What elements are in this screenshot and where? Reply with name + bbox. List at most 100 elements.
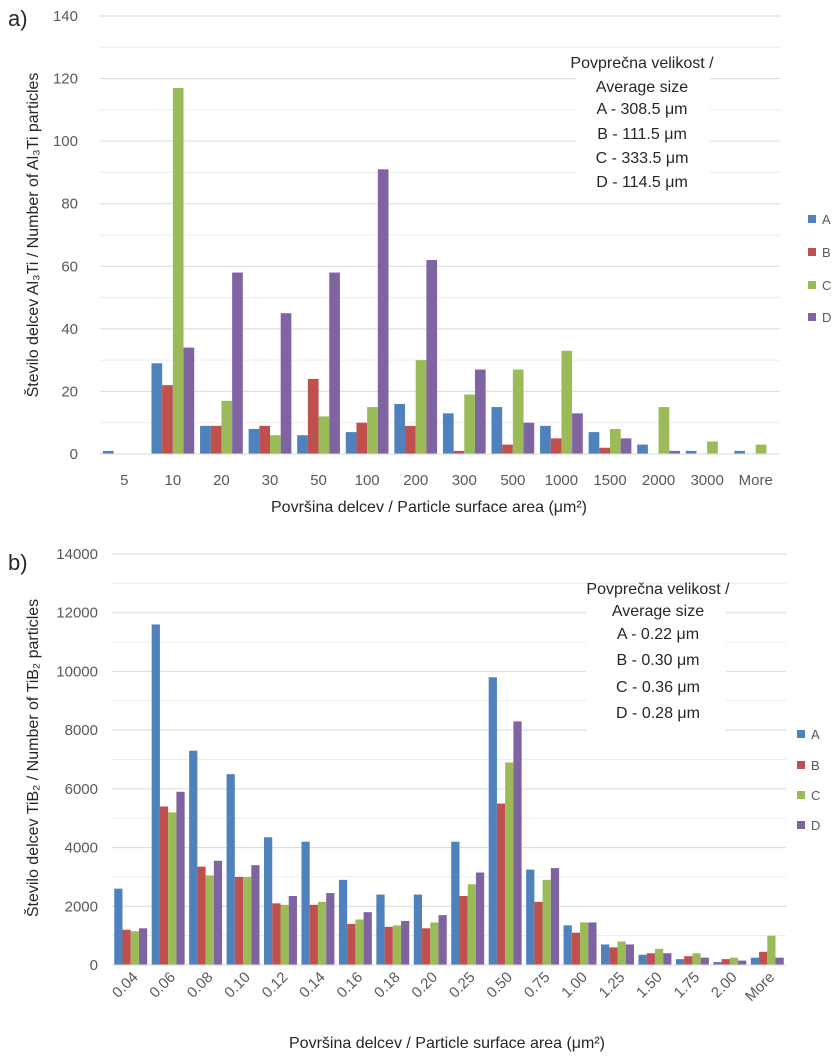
bar-A-2000 (637, 444, 648, 454)
bar-A-0.04 (114, 888, 123, 965)
bar-A-30 (248, 428, 260, 454)
x-tick-label: 50 (310, 472, 327, 489)
y-tick-label: 6000 (65, 781, 98, 798)
bar-C-300 (464, 394, 475, 454)
bar-C-0.04 (130, 931, 139, 965)
bar-A-More (734, 450, 746, 454)
annotation-line: A - 308.5 μm (596, 101, 687, 118)
annotation-line: C - 0.36 μm (616, 679, 700, 696)
bar-A-10 (151, 363, 163, 454)
x-tick-label: 2000 (642, 472, 675, 489)
bar-D-10 (183, 347, 195, 454)
bar-A-2.00 (713, 962, 722, 965)
bar-C-0.50 (505, 762, 514, 965)
x-tick-label: More (739, 472, 773, 489)
bar-B-500 (502, 444, 513, 454)
annotation-line: D - 0.28 μm (616, 705, 700, 722)
bar-B-0.25 (459, 896, 468, 965)
bar-D-300 (474, 369, 486, 454)
x-tick-label: 0.50 (483, 969, 516, 1002)
x-tick-label: 0.18 (371, 969, 404, 1002)
y-tick-label: 10000 (56, 663, 98, 680)
bar-D-0.04 (138, 928, 148, 965)
bar-A-200 (394, 403, 406, 454)
bar-D-0.06 (176, 791, 185, 965)
bar-A-0.16 (338, 879, 348, 965)
annotation-line: B - 0.30 μm (616, 652, 699, 669)
bar-B-30 (259, 425, 270, 454)
y-tick-label: 20 (61, 383, 78, 400)
bar-B-0.12 (272, 903, 281, 965)
bar-A-0.75 (526, 869, 535, 965)
bar-C-1.75 (692, 953, 701, 965)
x-axis-title: Površina delcev / Particle surface area … (271, 499, 587, 516)
bar-B-0.18 (384, 926, 393, 965)
bar-C-3000 (707, 441, 718, 454)
x-tick-label: 500 (500, 472, 525, 489)
annotation-line: Povprečna velikost / (586, 581, 730, 598)
x-tick-label: 0.06 (146, 969, 179, 1002)
x-tick-label: 10 (165, 472, 182, 489)
bar-D-100 (377, 169, 389, 455)
y-tick-label: 0 (90, 957, 98, 974)
bar-D-30 (280, 313, 292, 454)
bar-A-0.20 (413, 894, 423, 965)
bar-D-0.75 (550, 868, 560, 965)
x-tick-label: 1.25 (596, 969, 629, 1002)
bar-B-1.75 (684, 956, 693, 965)
bar-A-0.10 (226, 774, 235, 965)
x-tick-label: 0.08 (184, 969, 217, 1002)
y-tick-label: 120 (53, 71, 78, 88)
bar-A-0.18 (376, 894, 385, 965)
bar-C-More (755, 444, 767, 454)
bar-C-100 (367, 407, 378, 454)
bar-B-More (759, 951, 768, 965)
bar-A-5 (102, 450, 114, 454)
bar-D-1.25 (625, 944, 634, 965)
y-tick-label: 80 (61, 196, 78, 213)
bar-B-0.04 (122, 929, 131, 965)
annotation-background (566, 584, 746, 606)
legend-label-B: B (811, 758, 820, 773)
bar-B-0.06 (159, 806, 169, 965)
bar-A-100 (345, 432, 357, 454)
bar-A-300 (442, 413, 454, 454)
x-tick-label: 1.00 (558, 969, 591, 1002)
x-tick-label: 0.12 (259, 969, 292, 1002)
bar-A-3000 (685, 450, 697, 454)
bar-C-500 (512, 369, 524, 454)
x-tick-label: 30 (262, 472, 279, 489)
bar-A-1.00 (563, 925, 572, 965)
bar-D-0.50 (513, 721, 522, 965)
bar-C-0.10 (243, 876, 252, 965)
bar-C-0.16 (355, 919, 364, 965)
x-tick-label: 1500 (593, 472, 626, 489)
bar-C-50 (318, 416, 330, 454)
legend-swatch-A (808, 215, 816, 223)
annotation-line: Average size (596, 79, 688, 96)
bar-A-0.50 (488, 677, 497, 965)
bar-C-10 (172, 87, 184, 454)
bar-C-30 (270, 435, 281, 454)
bar-A-1.25 (601, 944, 610, 965)
bar-D-2000 (669, 450, 680, 454)
bar-B-0.10 (234, 876, 244, 965)
annotation-line: Povprečna velikost / (570, 55, 714, 72)
bar-C-More (767, 935, 776, 965)
bar-B-0.14 (309, 904, 318, 965)
legend-label-A: A (811, 727, 820, 742)
legend-label-B: B (822, 245, 831, 260)
bar-D-0.25 (475, 872, 485, 965)
chart-panel-b: 0 2000 4000 6000 8000 10000 12000 14000 0.04 0.06… (8, 546, 820, 1052)
legend-swatch-A (797, 730, 805, 738)
panel-label: b) (8, 550, 28, 575)
bar-C-0.08 (205, 875, 214, 965)
bar-D-500 (523, 422, 535, 454)
y-tick-label: 60 (61, 258, 78, 275)
x-tick-label: 2.00 (708, 969, 741, 1002)
bar-A-20 (200, 425, 211, 454)
bar-D-0.18 (401, 920, 410, 965)
x-tick-label: 100 (355, 472, 380, 489)
